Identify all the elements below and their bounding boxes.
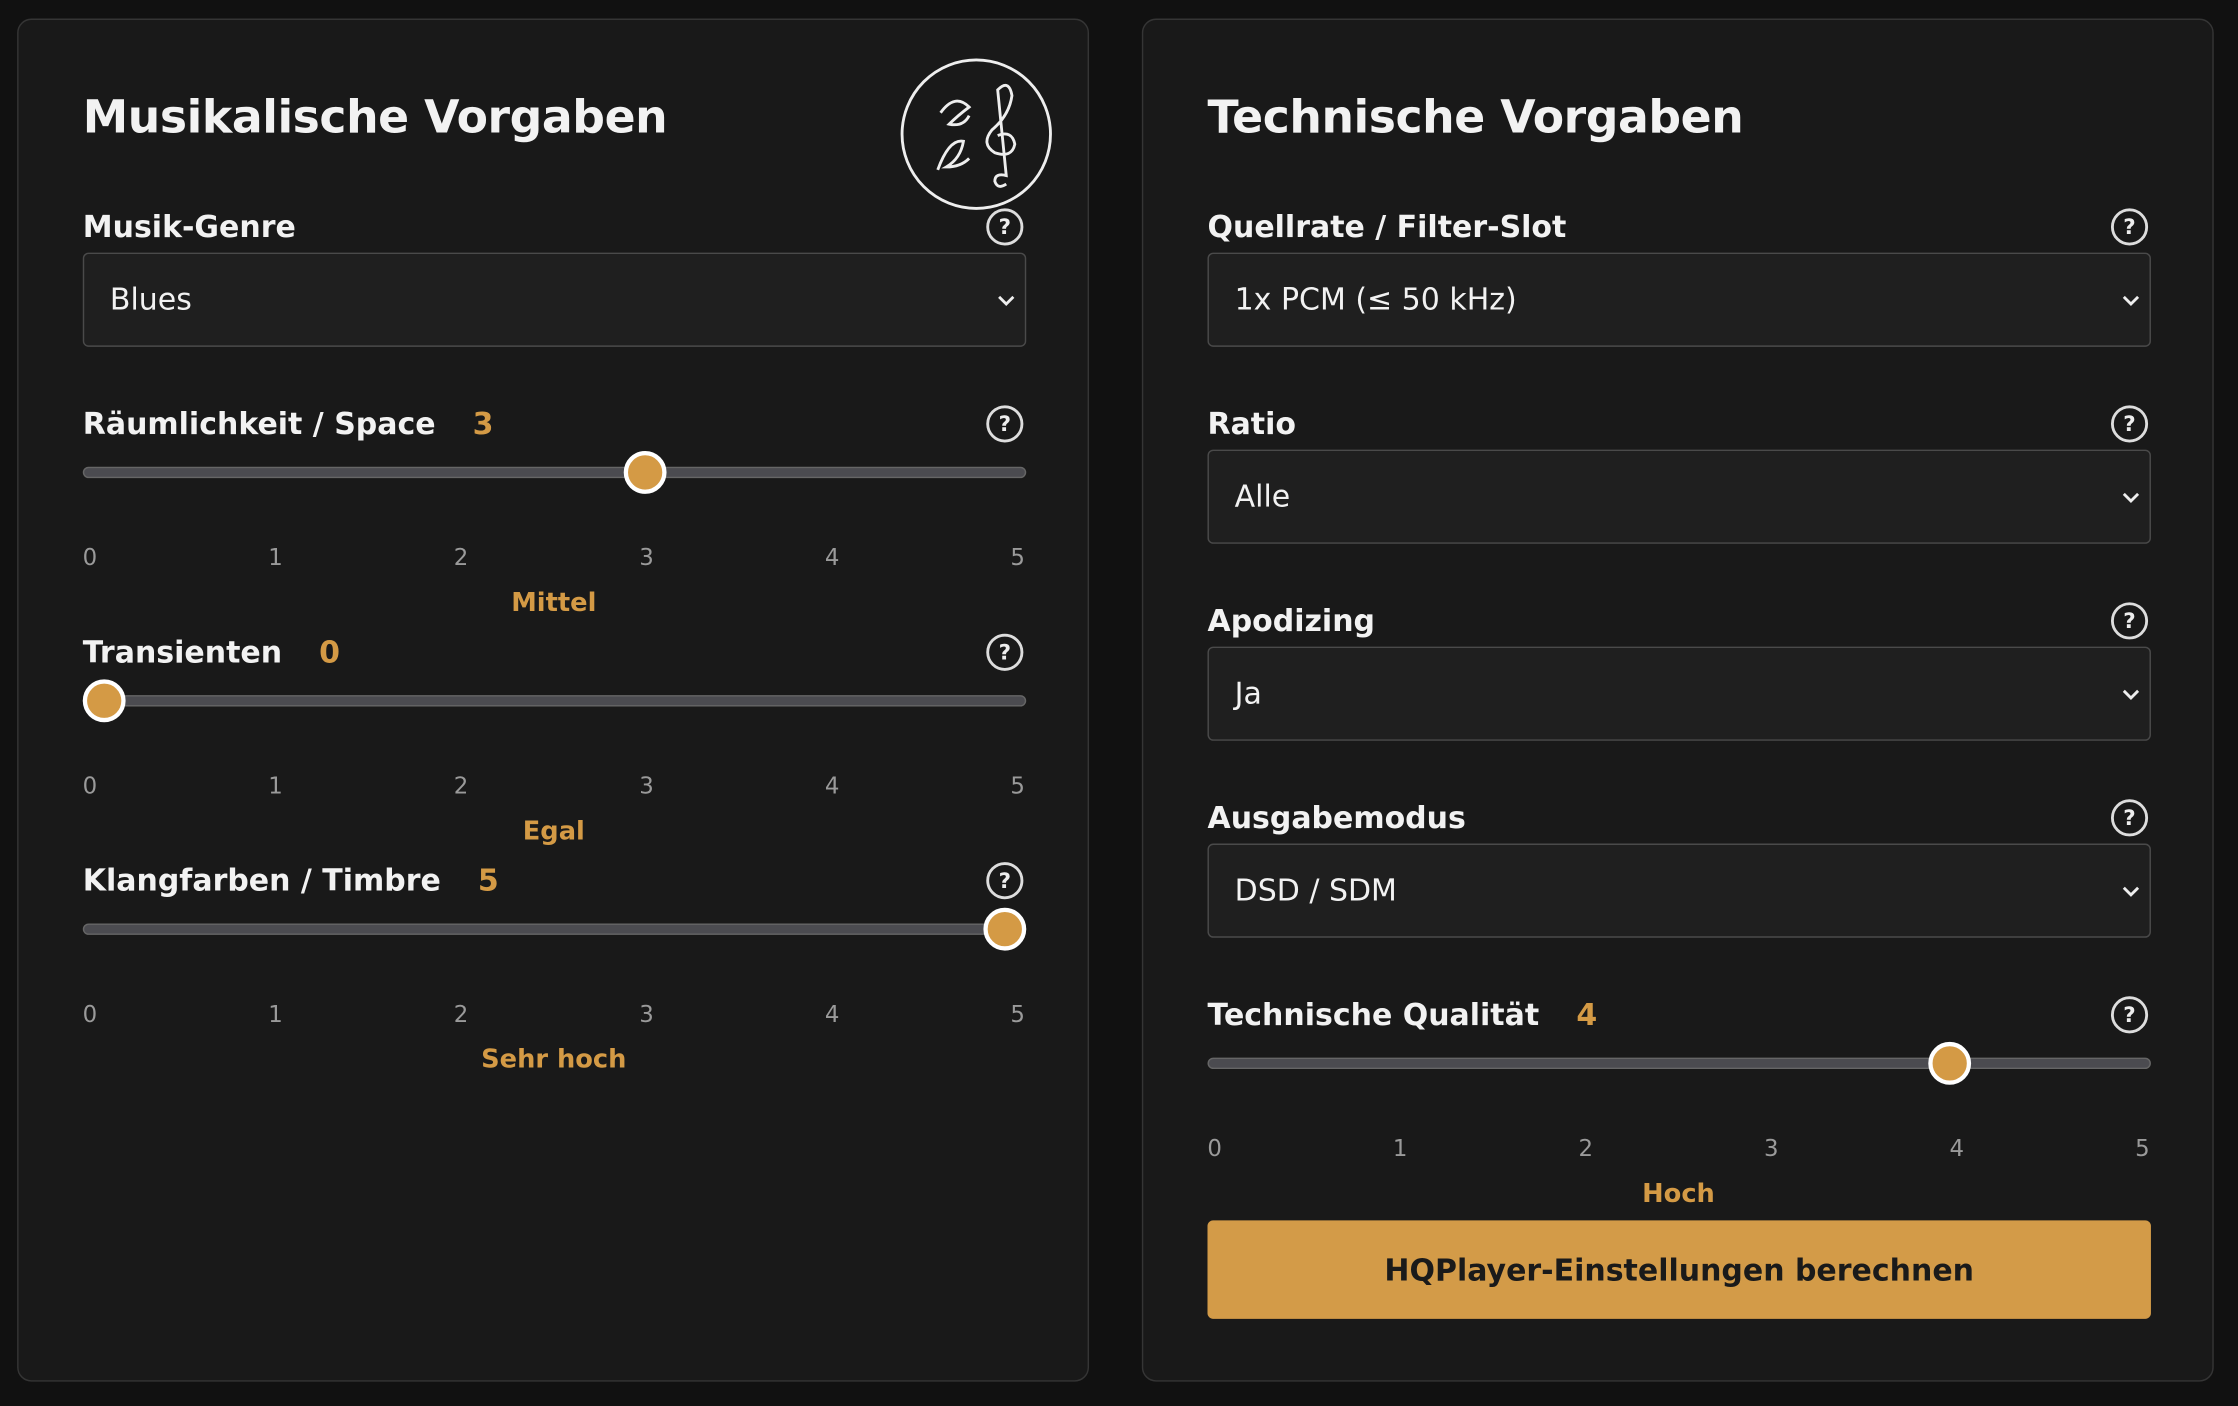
help-icon[interactable]: ? bbox=[986, 862, 1024, 900]
select-value: Alle bbox=[1234, 479, 1291, 514]
tick-label: 3 bbox=[1764, 1134, 1779, 1162]
help-icon[interactable]: ? bbox=[2110, 208, 2149, 246]
submit-button[interactable]: HQPlayer-Einstellungen berechnen bbox=[1207, 1220, 2151, 1319]
tick-label: 4 bbox=[824, 1000, 840, 1028]
field-label: Räumlichkeit / Space bbox=[82, 406, 436, 442]
tick-label: 3 bbox=[639, 772, 654, 800]
tick-label: 1 bbox=[268, 543, 283, 571]
slider-track bbox=[1207, 1057, 2151, 1070]
field-label-row: Quellrate / Filter-Slot bbox=[1207, 206, 1566, 249]
slider-track bbox=[82, 923, 1027, 935]
tick-label: 3 bbox=[639, 543, 654, 571]
field-label: Technische Qualität bbox=[1207, 997, 1540, 1032]
tick-label: 5 bbox=[1010, 543, 1025, 571]
help-icon[interactable]: ? bbox=[2110, 405, 2149, 443]
tick-label: 0 bbox=[1207, 1134, 1222, 1162]
select[interactable]: Ja bbox=[1207, 646, 2151, 741]
select-value: DSD / SDM bbox=[1234, 873, 1397, 908]
slider-thumb[interactable] bbox=[82, 679, 126, 723]
tick-label: 3 bbox=[639, 1000, 654, 1028]
logo bbox=[900, 58, 1052, 210]
tick-label: 5 bbox=[1010, 772, 1025, 800]
tick-label: 1 bbox=[268, 772, 283, 800]
chevron bbox=[998, 295, 1015, 307]
slider-value: 4 bbox=[1576, 997, 1598, 1032]
slider-value: 5 bbox=[477, 863, 499, 898]
field-label: Ausgabemodus bbox=[1207, 800, 1466, 835]
tick-label: 4 bbox=[1949, 1134, 1965, 1162]
field-label: Apodizing bbox=[1207, 603, 1376, 639]
help-icon[interactable]: ? bbox=[986, 633, 1024, 671]
chevron bbox=[2122, 492, 2140, 504]
tick-label: 1 bbox=[1392, 1134, 1408, 1162]
tick-label: 2 bbox=[453, 772, 469, 800]
tick-label: 2 bbox=[453, 543, 469, 571]
panel-title: Musikalische Vorgaben bbox=[82, 89, 668, 145]
select[interactable]: Alle bbox=[1207, 449, 2151, 544]
slider-thumb[interactable] bbox=[623, 451, 666, 494]
panel-title: Technische Vorgaben bbox=[1207, 89, 1744, 145]
slider-track bbox=[82, 695, 1027, 707]
field-label: Transienten bbox=[82, 635, 283, 670]
slider-description: Mittel bbox=[511, 588, 597, 619]
slider-thumb[interactable] bbox=[1927, 1041, 1971, 1085]
field-label-row: Ratio bbox=[1207, 402, 1296, 445]
field-label: Ratio bbox=[1207, 406, 1297, 442]
slider-value: 3 bbox=[472, 406, 494, 442]
field-label-row: Musik-Genre bbox=[83, 206, 296, 249]
chevron bbox=[2122, 886, 2140, 897]
tick-label: 2 bbox=[1578, 1134, 1594, 1162]
slider-description: Egal bbox=[522, 816, 585, 847]
tick-label: 0 bbox=[82, 772, 98, 800]
chevron bbox=[2122, 689, 2140, 700]
tick-label: 4 bbox=[824, 543, 840, 571]
field-label-row: Ausgabemodus bbox=[1207, 796, 1465, 839]
tick-label: 5 bbox=[2135, 1134, 2150, 1162]
field-label-row: Klangfarben / Timbre 5 bbox=[83, 859, 499, 902]
tick-label: 4 bbox=[824, 772, 840, 800]
field-label: Musik-Genre bbox=[82, 209, 296, 245]
select[interactable]: Blues bbox=[82, 252, 1027, 347]
select-value: 1x PCM (≤ 50 kHz) bbox=[1234, 282, 1517, 317]
select-value: Blues bbox=[109, 282, 192, 317]
slider-value: 0 bbox=[319, 635, 341, 670]
field-label-row: Apodizing bbox=[1207, 599, 1375, 642]
help-icon[interactable]: ? bbox=[2110, 602, 2149, 640]
select[interactable]: 1x PCM (≤ 50 kHz) bbox=[1207, 252, 2151, 347]
help-icon[interactable]: ? bbox=[986, 405, 1024, 443]
tick-label: 2 bbox=[453, 1000, 469, 1028]
slider-description: Sehr hoch bbox=[481, 1044, 627, 1075]
tick-label: 0 bbox=[82, 543, 98, 571]
slider-description: Hoch bbox=[1642, 1178, 1715, 1209]
help-icon[interactable]: ? bbox=[986, 208, 1024, 246]
tick-label: 0 bbox=[82, 1000, 98, 1028]
tick-label: 5 bbox=[1010, 1000, 1025, 1028]
help-icon[interactable]: ? bbox=[2110, 996, 2149, 1034]
help-icon[interactable]: ? bbox=[2110, 799, 2149, 837]
tick-label: 1 bbox=[268, 1000, 283, 1028]
select[interactable]: DSD / SDM bbox=[1207, 843, 2151, 938]
field-label-row: Transienten 0 bbox=[83, 631, 340, 674]
select-value: Ja bbox=[1234, 676, 1262, 711]
field-label: Quellrate / Filter-Slot bbox=[1207, 209, 1567, 245]
field-label-row: Räumlichkeit / Space 3 bbox=[83, 402, 494, 445]
field-label: Klangfarben / Timbre bbox=[82, 863, 441, 898]
chevron bbox=[2122, 295, 2140, 307]
slider-track bbox=[82, 466, 1027, 479]
field-label-row: Technische Qualität 4 bbox=[1207, 993, 1597, 1036]
slider-thumb[interactable] bbox=[983, 907, 1027, 951]
